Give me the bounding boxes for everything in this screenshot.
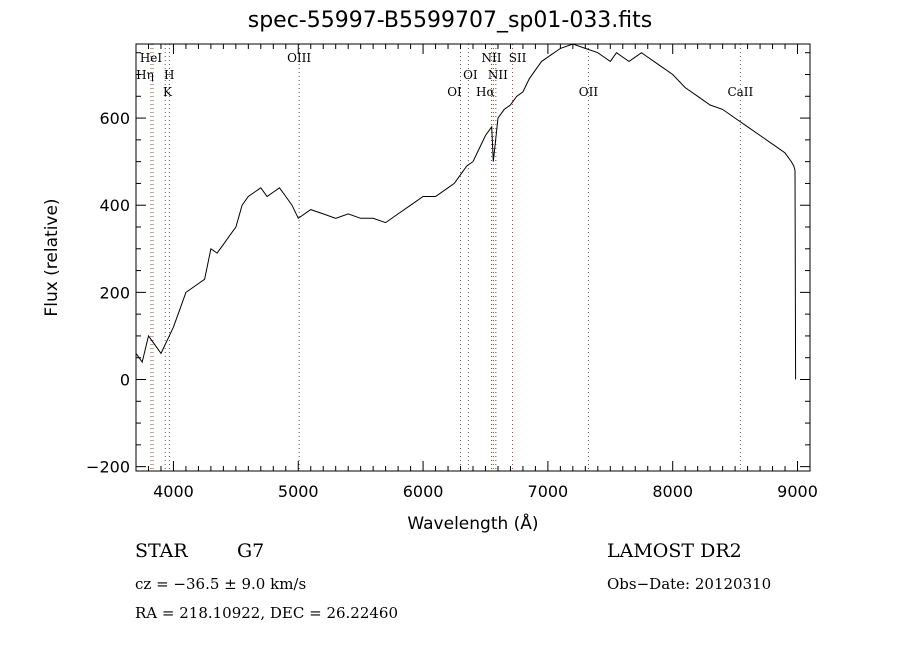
line-marker-label-1: Hη bbox=[136, 68, 154, 82]
line-marker-label-9: NII bbox=[488, 68, 508, 82]
star-class-label: STAR bbox=[135, 540, 188, 562]
line-marker-label-8: Hα bbox=[476, 85, 495, 99]
star-subclass: G7 bbox=[237, 540, 265, 562]
redshift-cz: cz = −36.5 ± 9.0 km/s bbox=[135, 575, 307, 593]
x-axis-label: Wavelength (Å) bbox=[407, 512, 538, 534]
plot-frame bbox=[135, 43, 811, 472]
x-tick-label-2: 6000 bbox=[403, 482, 444, 501]
line-marker-label-2: H bbox=[164, 68, 174, 82]
chart-title: spec-55997-B5599707_sp01-033.fits bbox=[247, 8, 653, 33]
y-tick-label-4: 600 bbox=[99, 109, 130, 128]
x-tick-label-3: 7000 bbox=[528, 482, 569, 501]
y-axis-label: Flux (relative) bbox=[42, 198, 62, 316]
y-tick-label-3: 400 bbox=[99, 196, 130, 215]
x-tick-label-4: 8000 bbox=[652, 482, 693, 501]
x-tick-label-5: 9000 bbox=[777, 482, 818, 501]
y-tick-label-2: 200 bbox=[99, 283, 130, 302]
line-marker-label-12: CaII bbox=[727, 85, 753, 99]
line-marker-label-6: OI bbox=[463, 68, 478, 82]
y-tick-label-0: −200 bbox=[86, 458, 130, 477]
line-marker-label-5: OI bbox=[447, 85, 462, 99]
x-tick-label-0: 4000 bbox=[153, 482, 194, 501]
line-marker-label-3: K bbox=[163, 85, 173, 99]
survey-label: LAMOST DR2 bbox=[607, 540, 742, 562]
line-marker-label-11: OII bbox=[579, 85, 599, 99]
ra-dec-coordinates: RA = 218.10922, DEC = 26.22460 bbox=[135, 604, 399, 622]
line-marker-label-4: OIII bbox=[287, 51, 311, 65]
flux-series-line bbox=[135, 43, 797, 380]
observation-date: Obs−Date: 20120310 bbox=[607, 575, 772, 593]
line-marker-label-10: SII bbox=[509, 51, 527, 65]
line-marker-label-0: HeI bbox=[140, 51, 163, 65]
x-tick-label-1: 5000 bbox=[278, 482, 319, 501]
line-marker-label-7: NII bbox=[481, 51, 501, 65]
y-tick-label-1: 0 bbox=[120, 371, 130, 390]
